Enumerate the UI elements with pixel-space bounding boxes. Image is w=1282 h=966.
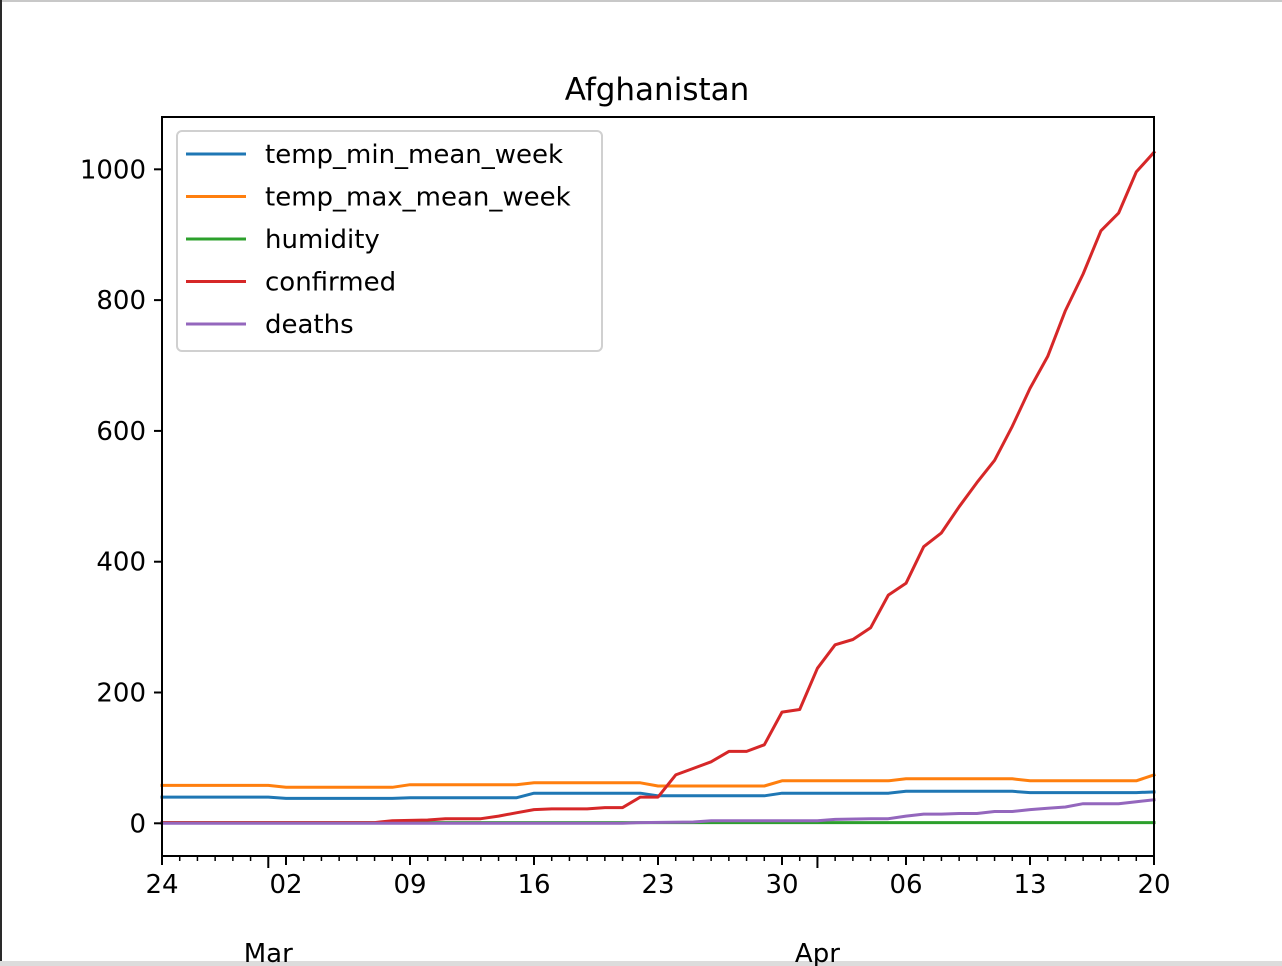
legend-label-temp_min_mean_week: temp_min_mean_week <box>265 140 563 170</box>
x-tick-label: 13 <box>1013 870 1046 900</box>
legend-box <box>176 130 603 352</box>
legend-label-temp_max_mean_week: temp_max_mean_week <box>265 183 571 213</box>
x-tick-label: 24 <box>145 870 178 900</box>
x-month-label: Mar <box>244 939 293 966</box>
window-left-border <box>0 0 2 966</box>
y-tick-label: 200 <box>96 679 146 709</box>
x-tick-label: 30 <box>765 870 798 900</box>
x-tick-label: 09 <box>393 870 426 900</box>
y-tick-label: 1000 <box>80 155 146 185</box>
x-tick-label: 06 <box>889 870 922 900</box>
chart-title: Afghanistan <box>565 72 750 108</box>
window-top-border <box>0 0 1282 2</box>
x-tick-label: 20 <box>1137 870 1170 900</box>
x-tick-label: 02 <box>269 870 302 900</box>
y-tick-label: 600 <box>96 417 146 447</box>
y-tick-label: 800 <box>96 286 146 316</box>
x-month-label: Apr <box>795 939 840 966</box>
axes-layer: 0 200 400 600 800 1000 24 02 09 16 23 30 06 13 20 Mar Ap… <box>80 116 1171 966</box>
x-tick-label: 23 <box>641 870 674 900</box>
legend: temp_min_mean_week temp_max_mean_weekhumi… <box>176 130 603 352</box>
series-line-confirmed <box>160 150 1157 825</box>
series-line-temp_max_mean_week <box>160 773 1156 789</box>
x-tick-label: 16 <box>517 870 550 900</box>
legend-label-confirmed: confirmed <box>265 268 396 298</box>
series-line-deaths <box>160 798 1156 825</box>
y-tick-label: 0 <box>129 809 146 839</box>
y-tick-label: 400 <box>96 548 146 578</box>
window-bottom-border <box>0 961 1282 966</box>
legend-label-deaths: deaths <box>265 310 354 340</box>
legend-label-humidity: humidity <box>265 225 380 255</box>
series-layer <box>160 150 1157 825</box>
